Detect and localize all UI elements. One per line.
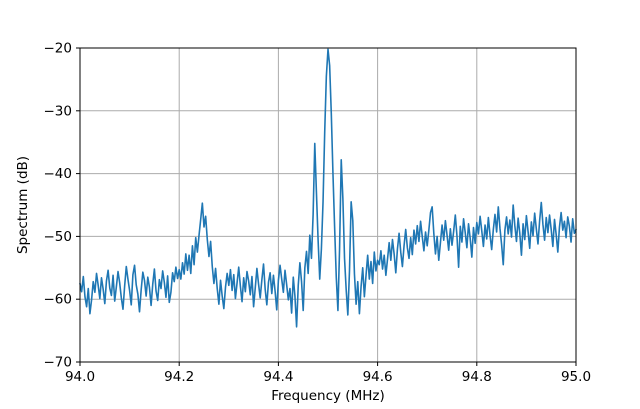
grid xyxy=(80,48,576,362)
spectrum-trace-group xyxy=(79,48,577,328)
tick-labels: 94.0 94.2 94.4 94.6 94.8 95.0 −20 −30 −40 −50 −60 −… xyxy=(44,41,592,386)
x-tick-label: 95.0 xyxy=(561,369,591,385)
y-tick-label: −70 xyxy=(44,355,73,371)
y-tick-label: −40 xyxy=(44,166,73,182)
x-tick-label: 94.8 xyxy=(462,369,492,385)
x-axis-label: Frequency (MHz) xyxy=(271,388,384,404)
spectrum-trace xyxy=(79,48,577,328)
axis-ticks xyxy=(76,47,577,366)
y-axis-label: Spectrum (dB) xyxy=(15,156,31,254)
x-tick-label: 94.6 xyxy=(363,369,393,385)
plot-border xyxy=(79,47,577,363)
x-tick-label: 94.2 xyxy=(164,369,194,385)
y-tick-label: −30 xyxy=(44,103,73,119)
y-tick-label: −60 xyxy=(44,292,73,308)
y-tick-label: −20 xyxy=(44,41,73,57)
x-tick-label: 94.0 xyxy=(65,369,95,385)
y-tick-label: −50 xyxy=(44,229,73,245)
x-tick-label: 94.4 xyxy=(263,369,293,385)
